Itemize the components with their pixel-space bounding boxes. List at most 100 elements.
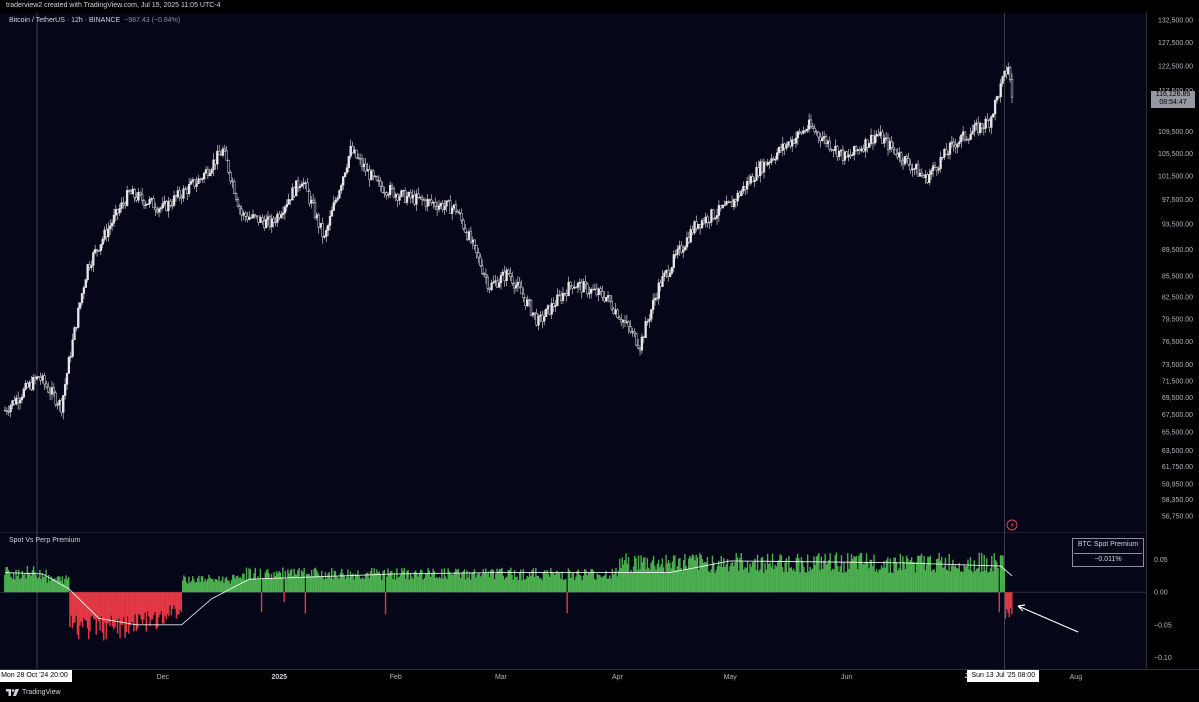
candle-body	[216, 150, 219, 165]
premium-bar-531	[669, 563, 671, 593]
candle-body	[802, 130, 805, 134]
premium-bar-587	[739, 557, 741, 593]
candle-124	[236, 196, 240, 207]
price-axis[interactable]	[1146, 13, 1199, 669]
candle-body	[952, 141, 955, 146]
candle-body	[62, 395, 65, 413]
indicator-title[interactable]: Spot Vs Perp Premium	[9, 537, 81, 544]
candle-22	[45, 380, 48, 389]
candle-body	[807, 119, 811, 130]
candle-394	[744, 186, 747, 196]
indicator-pane[interactable]	[0, 533, 1146, 669]
premium-bar-249	[315, 570, 318, 593]
tradingview-brand[interactable]: TradingView	[6, 689, 61, 696]
premium-bar-613	[771, 553, 774, 593]
premium-bar-578	[728, 571, 730, 593]
premium-bar-759	[954, 565, 957, 593]
candle-530	[999, 79, 1002, 103]
premium-bar-657	[826, 563, 829, 593]
candle-body	[627, 321, 630, 328]
premium-bar-482	[607, 578, 610, 593]
premium-bar-164	[209, 577, 211, 593]
candle-body	[704, 216, 707, 224]
candle-body	[597, 288, 600, 295]
premium-bar-763	[959, 571, 962, 593]
symbol-legend[interactable]: Bitcoin / TetherUS · 12h · BINANCE −987.4…	[9, 17, 180, 24]
candle-body	[54, 392, 57, 405]
candle-body	[931, 165, 935, 171]
premium-bar-134	[171, 592, 174, 609]
candle-body	[287, 199, 290, 205]
candle-body	[157, 208, 161, 213]
premium-bar-38	[51, 578, 54, 593]
premium-bar-376	[475, 577, 477, 593]
candle-body	[30, 382, 33, 390]
candle-49	[95, 248, 99, 257]
candle-body	[1003, 70, 1006, 77]
candle-222	[420, 194, 424, 206]
candle-body	[550, 303, 553, 315]
candle-28	[56, 401, 59, 410]
premium-bar-282	[357, 570, 359, 593]
candle-body	[832, 149, 835, 152]
candle-270	[511, 271, 514, 286]
premium-bar-595	[749, 563, 751, 593]
candle-body	[443, 206, 446, 210]
candle-body	[563, 292, 567, 295]
candle-body	[588, 292, 591, 295]
candle-319	[603, 291, 606, 303]
candle-body	[556, 294, 559, 306]
premium-bar-801	[1007, 592, 1009, 613]
pane-separator[interactable]	[0, 532, 1146, 533]
candle-522	[984, 116, 987, 133]
premium-bar-127	[163, 592, 165, 624]
candle-105	[201, 177, 204, 183]
candle-48	[94, 244, 97, 255]
premium-bar-342	[432, 568, 434, 593]
candle-body	[635, 333, 638, 346]
premium-bar-292	[369, 571, 372, 593]
candle-240	[454, 200, 458, 216]
candle-body	[492, 281, 495, 284]
candle-498	[939, 151, 942, 173]
candle-body	[826, 140, 830, 144]
premium-bar-546	[687, 558, 690, 593]
candle-473	[892, 141, 895, 155]
premium-bar-85	[110, 592, 112, 616]
candle-173	[328, 210, 332, 231]
candle-272	[514, 279, 518, 293]
main-price-pane[interactable]	[0, 13, 1146, 532]
premium-bar-329	[416, 572, 418, 593]
candle-437	[824, 133, 828, 148]
premium-bar-624	[785, 558, 788, 593]
candle-body	[13, 400, 16, 405]
candle-165	[313, 197, 317, 220]
candle-body	[191, 179, 195, 182]
premium-bar-151	[193, 579, 195, 593]
candle-461	[869, 128, 873, 146]
candle-body	[251, 214, 255, 218]
candle-152	[289, 199, 292, 206]
candle-364	[687, 231, 691, 245]
candle-360	[680, 241, 683, 255]
premium-bar-159	[203, 581, 205, 593]
candle-body	[321, 223, 324, 238]
candle-283	[535, 308, 538, 327]
premium-bar-280	[354, 573, 357, 593]
candle-body	[325, 230, 328, 237]
candle-body	[159, 207, 163, 210]
candle-body	[95, 249, 99, 251]
premium-bar-208	[264, 572, 267, 593]
premium-bar-93	[120, 592, 122, 625]
candle-86	[165, 199, 168, 212]
premium-bar-487	[614, 571, 616, 593]
premium-bar-497	[626, 563, 628, 593]
price-tick-label-21: 61,750.00	[1162, 464, 1193, 471]
premium-bar-202	[257, 576, 259, 593]
candle-body	[732, 199, 736, 207]
candle-35	[69, 351, 72, 363]
premium-bar-7	[12, 573, 15, 593]
premium-bar-274	[347, 569, 349, 593]
candle-125	[238, 204, 241, 215]
